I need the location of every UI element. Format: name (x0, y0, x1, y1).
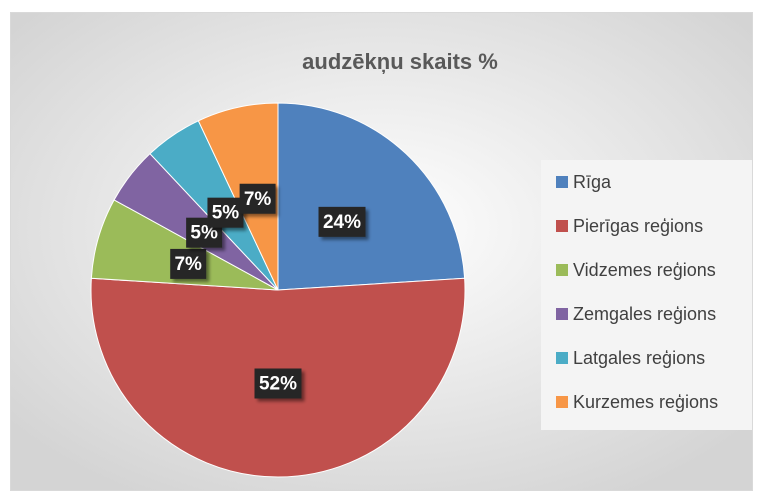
data-label-box (254, 368, 302, 399)
data-label: 7% (174, 254, 202, 275)
chart-title: audzēkņu skaits % (302, 49, 498, 74)
data-label: 24% (323, 212, 361, 233)
legend-swatch (556, 220, 568, 232)
data-label-box (207, 197, 244, 228)
data-labels: 24%52%7%5%5%7% (170, 183, 366, 399)
legend: Rīga Pierīgas reģions Vidzemes reģions Zemg… (556, 172, 718, 412)
legend-label: Pierīgas reģions (573, 216, 703, 236)
pie-slice (197, 102, 279, 291)
data-label: 5% (212, 203, 240, 224)
data-label-box (170, 248, 207, 279)
data-label-box (318, 206, 366, 237)
legend-label: Rīga (573, 172, 612, 192)
legend-label: Latgales reģions (573, 348, 705, 368)
legend-swatch (556, 176, 568, 188)
legend-label: Kurzemes reģions (573, 392, 718, 412)
legend-swatch (556, 352, 568, 364)
pie-slice (277, 102, 466, 291)
legend-box (541, 160, 752, 430)
data-label: 52% (259, 374, 297, 395)
pie (90, 102, 466, 478)
legend-label: Vidzemes reģions (573, 260, 716, 280)
legend-swatch (556, 308, 568, 320)
data-label: 5% (190, 223, 218, 244)
data-label-box (239, 183, 276, 214)
data-label: 7% (244, 189, 272, 210)
legend-swatch (556, 264, 568, 276)
legend-swatch (556, 396, 568, 408)
legend-label: Zemgales reģions (573, 304, 716, 324)
